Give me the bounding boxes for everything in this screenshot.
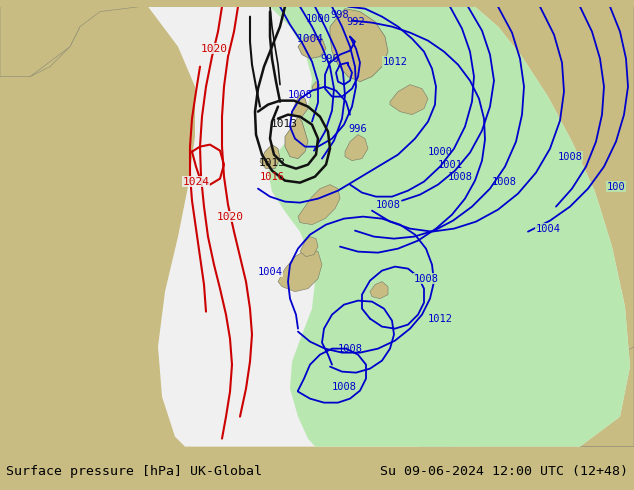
Text: 1012: 1012 <box>382 57 408 67</box>
Polygon shape <box>420 346 634 446</box>
Text: 998: 998 <box>330 10 349 20</box>
Polygon shape <box>298 35 326 59</box>
Text: 996: 996 <box>321 53 339 64</box>
Text: 1008: 1008 <box>332 382 356 392</box>
Text: 1020: 1020 <box>200 44 228 53</box>
Text: 996: 996 <box>349 123 367 134</box>
Text: 1000: 1000 <box>306 14 330 24</box>
Text: 1008: 1008 <box>287 90 313 99</box>
Polygon shape <box>330 9 388 82</box>
Text: 1000: 1000 <box>427 147 453 157</box>
Polygon shape <box>0 7 80 76</box>
Text: Surface pressure [hPa] UK-Global: Surface pressure [hPa] UK-Global <box>6 465 262 478</box>
Text: 1020: 1020 <box>216 212 243 221</box>
Text: 1024: 1024 <box>183 176 209 187</box>
Polygon shape <box>345 135 368 161</box>
Text: 1001: 1001 <box>437 160 462 170</box>
Text: 1008: 1008 <box>375 199 401 210</box>
Polygon shape <box>0 7 140 76</box>
Polygon shape <box>260 145 280 169</box>
Polygon shape <box>455 7 634 446</box>
Text: 1008: 1008 <box>337 343 363 354</box>
Polygon shape <box>370 282 388 298</box>
Text: 1004: 1004 <box>297 34 323 44</box>
Text: 1004: 1004 <box>257 267 283 277</box>
Text: 1008: 1008 <box>491 176 517 187</box>
Polygon shape <box>268 7 630 446</box>
Text: 992: 992 <box>347 17 365 26</box>
Polygon shape <box>148 7 630 446</box>
Polygon shape <box>300 237 318 257</box>
Text: 1012: 1012 <box>427 314 453 323</box>
Text: 1008: 1008 <box>557 151 583 162</box>
Polygon shape <box>312 82 320 91</box>
Text: 1013: 1013 <box>259 158 285 168</box>
Polygon shape <box>390 85 428 115</box>
Text: 1016: 1016 <box>259 172 285 182</box>
Polygon shape <box>292 95 308 117</box>
Polygon shape <box>278 248 322 292</box>
Text: 1008: 1008 <box>448 172 472 182</box>
Text: 1008: 1008 <box>413 273 439 284</box>
Text: 100: 100 <box>607 182 625 192</box>
Text: Su 09-06-2024 12:00 UTC (12+48): Su 09-06-2024 12:00 UTC (12+48) <box>380 465 628 478</box>
Text: 1004: 1004 <box>536 223 560 234</box>
Polygon shape <box>285 117 308 159</box>
Text: 1013: 1013 <box>271 119 297 129</box>
Polygon shape <box>298 185 340 224</box>
